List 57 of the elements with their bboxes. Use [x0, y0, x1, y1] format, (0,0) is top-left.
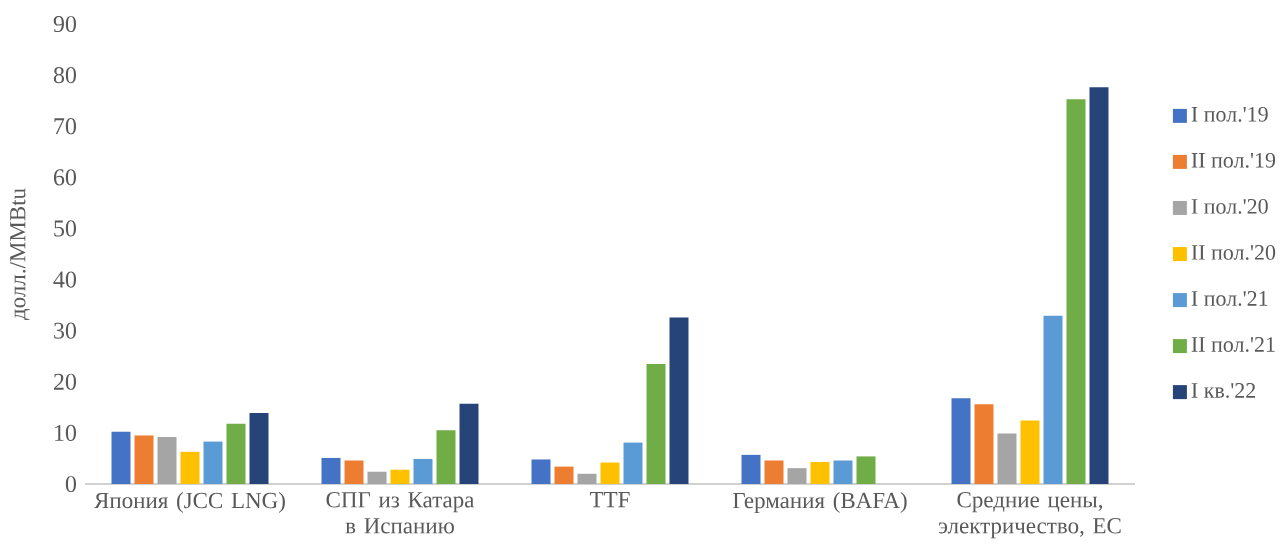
x-tick-label: TTF [589, 492, 630, 508]
bar [623, 442, 643, 484]
bar [436, 430, 456, 484]
y-tick-label: 80 [53, 67, 77, 84]
y-tick-label: 70 [54, 118, 77, 135]
bar [413, 458, 433, 484]
bar [1066, 99, 1086, 484]
bar [554, 466, 574, 484]
bar [974, 404, 994, 484]
bar [764, 460, 784, 484]
y-tick-label: 90 [53, 15, 77, 33]
bar [203, 441, 223, 484]
legend-label: I пол.'21 [1191, 291, 1268, 306]
x-tick-label: Германия (BAFA) [732, 492, 907, 513]
legend-label: II пол.'19 [1191, 152, 1276, 168]
legend-label: II пол.'20 [1191, 245, 1276, 260]
bar [226, 423, 246, 484]
x-tick-label: Средние цены, электричество, ЕС [938, 492, 1121, 539]
bar [1043, 315, 1063, 484]
bar [344, 460, 364, 484]
bar [833, 460, 853, 484]
bar [600, 462, 620, 484]
bar [856, 456, 876, 484]
bar [787, 468, 807, 484]
bar [810, 462, 830, 484]
y-tick-label: 40 [53, 271, 77, 288]
bar [1089, 87, 1109, 484]
y-tick-label: 0 [65, 475, 77, 493]
y-tick-label: 30 [54, 322, 77, 339]
bar [577, 473, 597, 484]
bar [1020, 420, 1040, 484]
legend-label: I кв.'22 [1191, 383, 1256, 398]
x-tick-label: Япония (JCC LNG) [94, 492, 285, 513]
bar [646, 363, 666, 484]
bar [390, 469, 410, 484]
bar [367, 471, 387, 484]
legend-label: I пол.'20 [1191, 198, 1268, 214]
bar [951, 398, 971, 484]
x-tick-label: СПГ из Катара в Испанию [326, 492, 475, 534]
bar [157, 436, 177, 484]
bar [249, 412, 269, 484]
bar [111, 431, 131, 484]
bar [459, 403, 479, 484]
bar [321, 457, 341, 484]
legend-label: II пол.'21 [1191, 337, 1275, 352]
bar [997, 433, 1017, 484]
y-tick-label: 50 [54, 220, 77, 237]
y-axis-title: долл./MMBtu [10, 188, 30, 321]
bar [180, 451, 200, 484]
bar [669, 317, 689, 484]
y-tick-label: 10 [55, 424, 77, 441]
bar [741, 454, 761, 484]
y-tick-label: 60 [53, 169, 77, 186]
y-tick-label: 20 [54, 373, 77, 390]
legend-label: I пол.'19 [1191, 106, 1268, 122]
bar [134, 435, 154, 484]
bar [531, 459, 551, 484]
